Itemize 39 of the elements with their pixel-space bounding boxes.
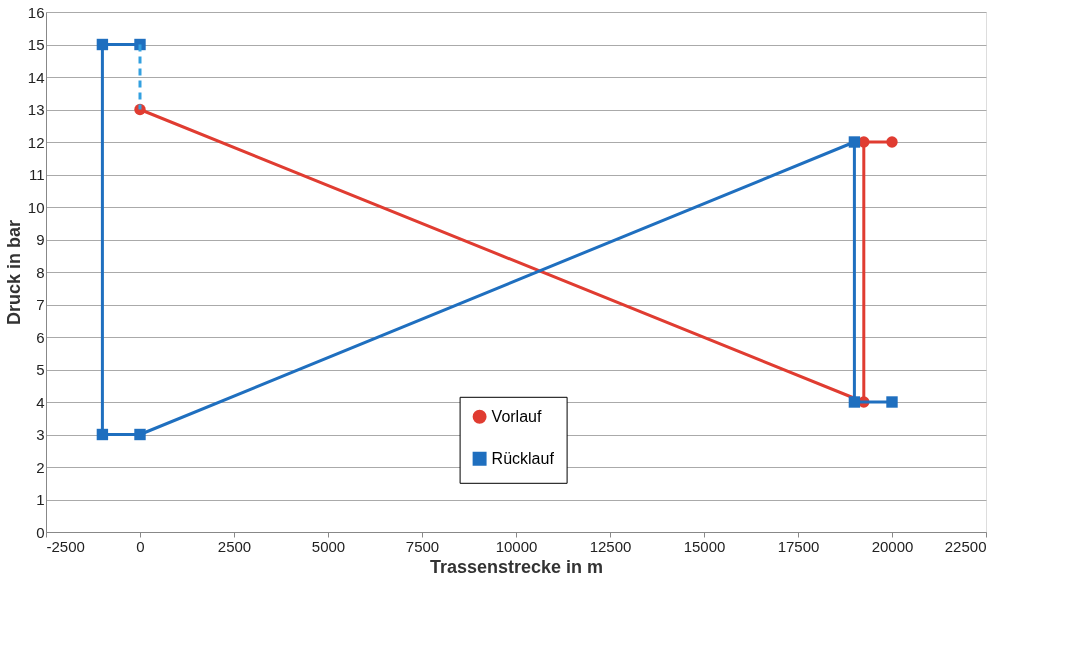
point [848,396,861,408]
x-tick-label: 5000 [311,537,346,555]
legend-label: Rücklauf [491,449,555,467]
y-tick-label: 12 [27,133,45,151]
y-tick-label: 7 [36,296,45,313]
x-axis-title: Trassenstrecke in m [429,556,604,577]
legend-label: Vorlauf [491,407,542,425]
y-axis-title: Druck in bar [3,219,24,326]
y-tick-label: 15 [27,36,45,53]
y-tick-label: 9 [36,231,45,248]
y-tick-label: 5 [36,361,45,378]
y-tick-label: 3 [36,426,45,443]
y-tick-label: 13 [27,101,45,118]
x-tick-label: 12500 [589,537,632,555]
point [886,136,898,148]
point [96,428,109,441]
y-tick-label: 8 [36,263,45,281]
x-tick-label: 0 [136,537,145,555]
y-tick-label: 6 [36,328,45,346]
y-tick-label: 4 [36,393,45,411]
x-tick-label: 10000 [495,537,538,555]
y-tick-label: 2 [36,458,45,476]
x-tick-label: 7500 [405,537,440,555]
y-tick-label: 11 [28,166,45,183]
y-tick-label: 14 [27,68,45,86]
x-tick-label: 17500 [777,537,820,555]
x-tick-label: 15000 [683,537,726,555]
x-tick-label: -2500 [46,537,85,555]
y-tick-label: 10 [27,198,45,216]
point [96,38,109,51]
x-tick-label: 2500 [217,537,252,555]
x-tick-label: 20000 [871,537,914,555]
point [134,428,146,441]
x-tick-label: 22500 [944,537,987,555]
y-tick-label: 1 [36,491,45,508]
point [848,136,861,148]
point [886,396,898,408]
y-tick-label: 16 [27,3,45,21]
y-tick-label: 0 [36,523,45,541]
